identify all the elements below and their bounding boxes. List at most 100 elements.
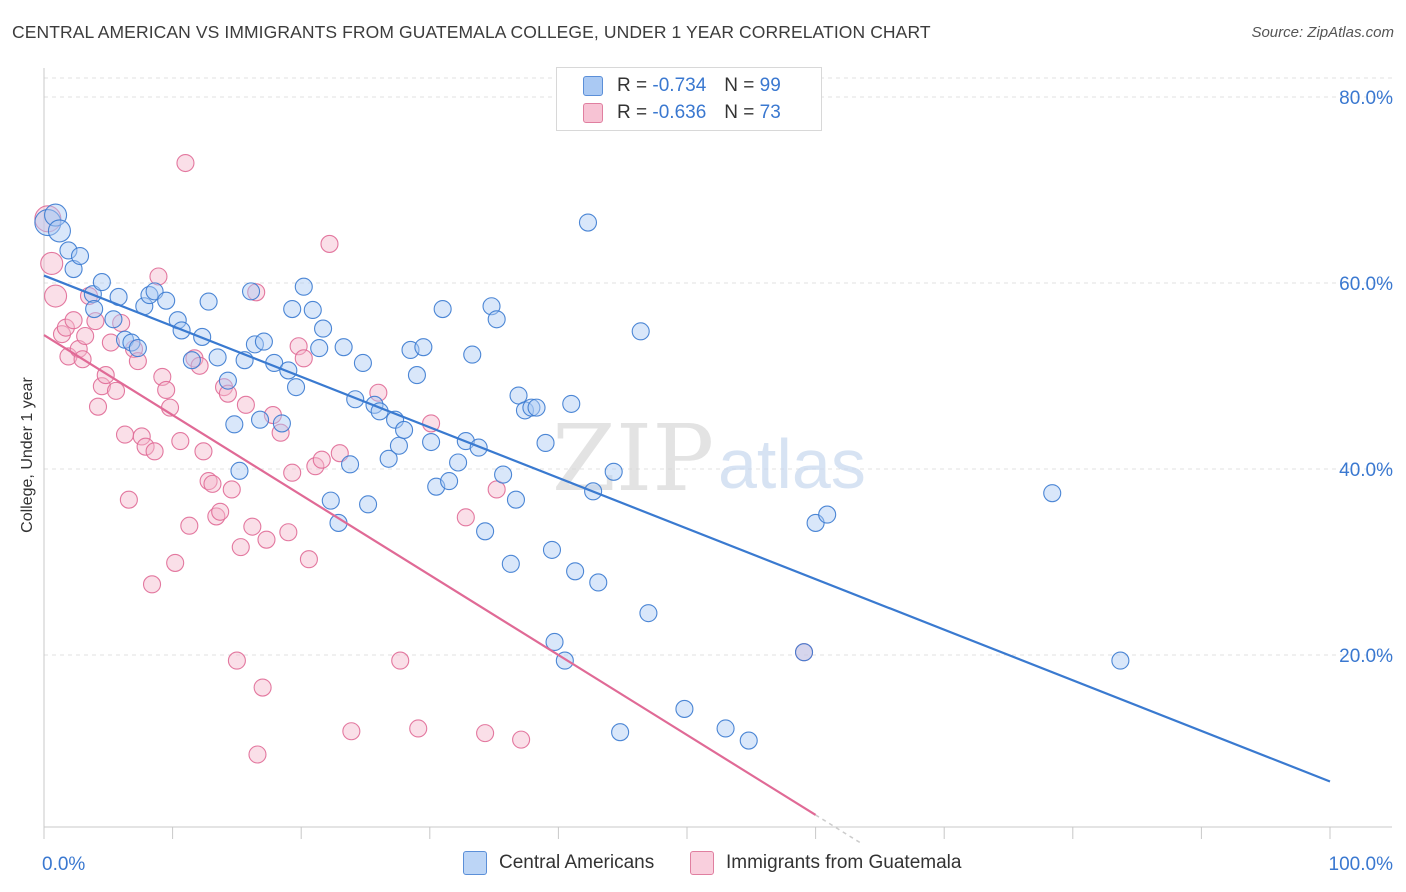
point-central-americans [476, 522, 495, 541]
point-immigrants-from-guatemala [227, 651, 246, 670]
point-central-americans [818, 505, 837, 524]
point-immigrants-from-guatemala [257, 530, 276, 549]
point-immigrants-from-guatemala [294, 349, 313, 368]
point-central-americans [310, 339, 329, 358]
bottom-legend-central-americans: Central Americans [463, 851, 654, 875]
point-central-americans [509, 386, 528, 405]
point-immigrants-from-guatemala [180, 516, 199, 535]
legend-row-central-americans: R = -0.734 N = 99 [583, 74, 781, 98]
trend-line-immigrants-from-guatemala [43, 334, 817, 816]
axes [43, 68, 1392, 839]
point-central-americans [303, 300, 322, 320]
point-immigrants-from-guatemala [253, 678, 272, 697]
legend-r-label: R = [617, 75, 648, 96]
bottom-legend-immigrants-from-guatemala: Immigrants from Guatemala [690, 851, 961, 875]
point-immigrants-from-guatemala [283, 463, 302, 482]
point-central-americans [241, 282, 261, 301]
point-immigrants-from-guatemala [145, 442, 164, 461]
point-immigrants-from-guatemala [306, 457, 325, 476]
point-central-americans [254, 332, 273, 351]
point-immigrants-from-guatemala [279, 523, 298, 542]
point-central-americans [631, 322, 650, 341]
point-immigrants-from-guatemala [512, 730, 531, 749]
point-central-americans [611, 723, 630, 742]
point-central-americans [536, 433, 555, 453]
point-central-americans [321, 491, 340, 510]
tick-labels: 20.0% 40.0% 60.0% 80.0% 0.0% 100.0% [42, 88, 1393, 875]
y-tick-label: 40.0% [1339, 460, 1393, 481]
point-central-americans [494, 465, 513, 484]
point-immigrants-from-guatemala [312, 450, 331, 469]
y-axis-label: College, Under 1 year [19, 377, 36, 533]
y-tick-label: 60.0% [1339, 274, 1393, 295]
series-central-americans [34, 203, 1130, 750]
bottom-legend-swatch-pink [690, 851, 714, 875]
bottom-legend-label: Central Americans [499, 852, 655, 873]
point-central-americans [487, 310, 506, 329]
point-immigrants-from-guatemala [476, 724, 495, 743]
point-central-americans [527, 398, 546, 417]
point-central-americans [389, 436, 408, 455]
point-immigrants-from-guatemala [176, 153, 195, 173]
y-tick-label: 20.0% [1339, 646, 1393, 667]
legend-swatch-pink [583, 103, 603, 123]
legend-n-value: 73 [759, 102, 781, 123]
point-central-americans [182, 351, 201, 370]
x-tick-label-max: 100.0% [1329, 854, 1394, 875]
point-central-americans [639, 604, 658, 623]
point-central-americans [59, 241, 78, 260]
legend-r-value: -0.734 [652, 75, 707, 96]
point-immigrants-from-guatemala [236, 395, 255, 414]
point-immigrants-from-guatemala [166, 553, 185, 572]
point-immigrants-from-guatemala [248, 745, 267, 764]
x-tick-label-min: 0.0% [42, 854, 85, 875]
point-central-americans [440, 472, 459, 491]
point-immigrants-from-guatemala [92, 377, 111, 396]
point-immigrants-from-guatemala [40, 251, 64, 276]
point-immigrants-from-guatemala [487, 480, 506, 499]
point-immigrants-from-guatemala [231, 538, 250, 557]
legend-r-value: -0.636 [652, 102, 707, 123]
point-central-americans [85, 299, 104, 319]
watermark-zip: ZIP [552, 405, 714, 512]
series-immigrants-from-guatemala [34, 153, 814, 764]
point-central-americans [92, 273, 111, 292]
point-central-americans [359, 495, 378, 514]
point-immigrants-from-guatemala [409, 719, 428, 738]
legend-r-label: R = [617, 102, 648, 123]
trend-lines [43, 274, 1331, 844]
point-central-americans [157, 291, 176, 310]
point-central-americans [739, 731, 758, 750]
point-central-americans [346, 390, 365, 409]
point-immigrants-from-guatemala [243, 517, 262, 536]
point-central-americans [341, 455, 360, 474]
point-immigrants-from-guatemala [119, 490, 138, 509]
point-central-americans [199, 292, 218, 311]
trend-line-extension [815, 814, 862, 844]
point-immigrants-from-guatemala [456, 508, 475, 527]
y-tick-label: 80.0% [1339, 88, 1393, 109]
point-central-americans [1043, 484, 1062, 503]
point-central-americans [279, 361, 298, 380]
legend-row-immigrants-from-guatemala: R = -0.636 N = 73 [583, 101, 781, 125]
point-immigrants-from-guatemala [222, 480, 241, 499]
point-immigrants-from-guatemala [128, 352, 147, 371]
point-central-americans [522, 398, 541, 417]
point-central-americans [506, 490, 526, 509]
point-immigrants-from-guatemala [142, 575, 162, 594]
point-immigrants-from-guatemala [247, 283, 266, 302]
point-central-americans [272, 414, 291, 433]
point-central-americans [542, 540, 562, 559]
point-central-americans [501, 554, 520, 573]
point-central-americans [562, 394, 581, 413]
point-central-americans [566, 562, 585, 581]
point-central-americans [716, 719, 735, 738]
point-immigrants-from-guatemala [149, 267, 168, 286]
stats-legend: R = -0.734 N = 99 R = -0.636 N = 73 [556, 67, 822, 131]
legend-n-value: 99 [759, 75, 781, 96]
source-label: Source: ZipAtlas.com [1251, 24, 1394, 41]
point-central-americans [44, 203, 68, 227]
legend-swatch-blue [583, 76, 603, 96]
point-central-americans [422, 432, 441, 452]
